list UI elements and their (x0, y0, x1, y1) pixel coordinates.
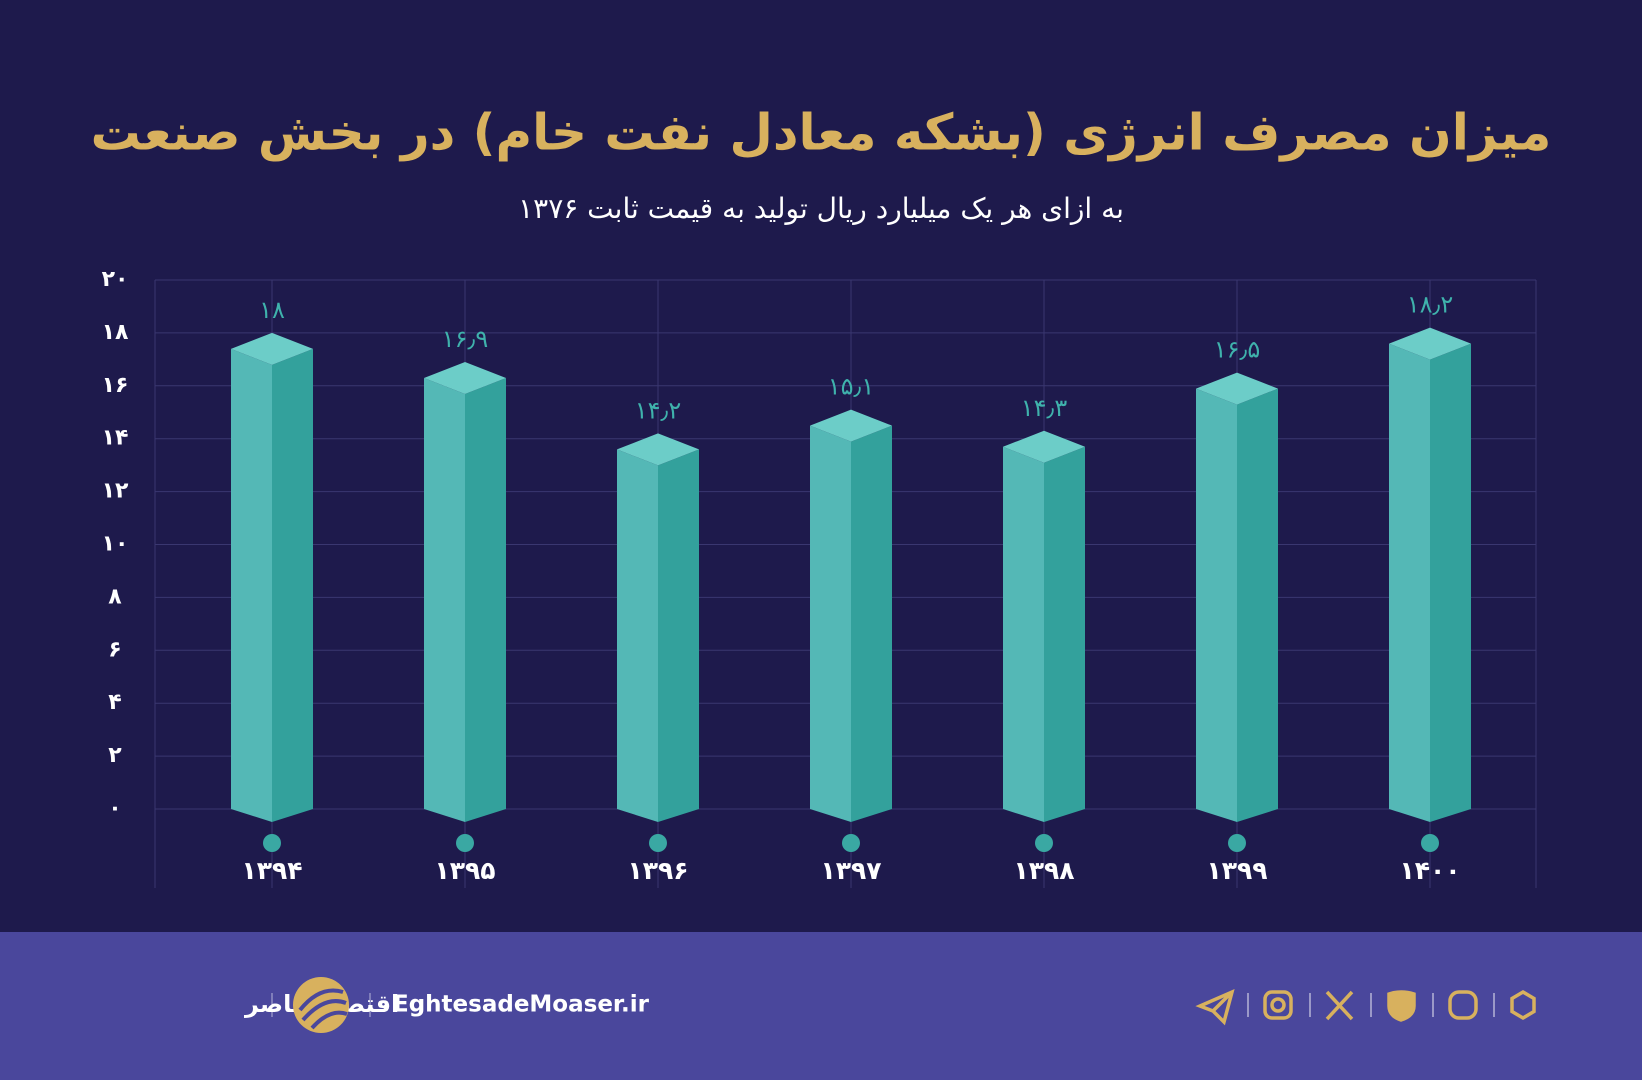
bar-top-face (231, 332, 313, 365)
bar (810, 409, 892, 822)
bar-right-face (1237, 388, 1278, 822)
bar-top-face (1003, 430, 1085, 463)
x-tick-label: ۱۳۹۸ (1013, 856, 1074, 885)
logo-mark (298, 988, 348, 1030)
y-tick-label: ۱۰ (102, 532, 129, 557)
chart-title: میزان مصرف انرژی (بشکه معادل نفت خام) در… (91, 104, 1552, 163)
value-label: ۱۴٫۳ (1021, 394, 1068, 422)
value-label: ۱۴٫۲ (635, 396, 681, 424)
bar (424, 361, 506, 822)
chart-subtitle: به ازای هر یک میلیارد ریال تولید به قیمت… (518, 192, 1124, 225)
category-dot (456, 834, 474, 852)
bar-right-face (1044, 446, 1085, 822)
y-tick-label: ۱۸ (102, 320, 129, 345)
telegram-icon[interactable] (1195, 988, 1235, 1026)
bar-top-face (1389, 327, 1471, 360)
bar-right-face (465, 377, 506, 822)
x-tick-label: ۱۳۹۶ (627, 856, 688, 885)
x-tick-label: ۱۳۹۵ (434, 856, 495, 885)
category-dot (1228, 834, 1246, 852)
y-tick-label: ۱۶ (102, 373, 129, 398)
footer-website[interactable]: EghtesadeMoaser.ir (393, 992, 650, 1018)
bar-top-face (810, 409, 892, 442)
bar-top-face (1196, 372, 1278, 405)
bar-left-face (231, 348, 272, 822)
bar-right-face (1430, 343, 1471, 822)
bar (1003, 430, 1085, 822)
bar-top-face (617, 433, 699, 466)
footer (0, 932, 1642, 1080)
bar-right-face (272, 348, 313, 822)
y-tick-label: ۰ (108, 796, 121, 821)
bar-top-face (424, 361, 506, 394)
y-tick-label: ۱۴ (102, 426, 129, 451)
x-tick-label: ۱۳۹۹ (1206, 856, 1267, 885)
bar (1389, 327, 1471, 822)
bar (1196, 372, 1278, 822)
y-tick-label: ۱۲ (102, 479, 129, 504)
instagram-icon[interactable] (1263, 990, 1293, 1020)
bar-left-face (1389, 343, 1430, 822)
bar-left-face (810, 425, 851, 822)
category-dot (842, 834, 860, 852)
value-label: ۱۸٫۲ (1407, 291, 1453, 319)
social-icons (1195, 988, 1536, 1026)
x-tick-label: ۱۳۹۴ (241, 856, 302, 885)
x-tick-label: ۱۳۹۷ (820, 856, 881, 885)
bar-left-face (424, 377, 465, 822)
bar-right-face (851, 425, 892, 822)
value-label: ۱۶٫۵ (1214, 336, 1260, 364)
bar-left-face (1196, 388, 1237, 822)
value-label: ۱۶٫۹ (442, 325, 488, 353)
y-tick-label: ۴ (108, 690, 121, 715)
category-dot (1035, 834, 1053, 852)
x-icon[interactable] (1325, 990, 1354, 1021)
value-label: ۱۵٫۱ (828, 373, 874, 401)
y-tick-label: ۸ (108, 584, 122, 609)
category-dot (263, 834, 281, 852)
bar-left-face (1003, 446, 1044, 822)
y-tick-label: ۲۰ (102, 267, 129, 292)
instagram-lens (1270, 997, 1286, 1013)
rubika-icon[interactable] (1510, 989, 1536, 1021)
eitaa-icon[interactable] (1448, 990, 1478, 1020)
value-label: ۱۸ (259, 296, 285, 324)
plot-area: ۰ ۲ ۴ ۶ ۸ ۱۰ ۱۲ ۱۴ ۱۶ ۱۸ ۲۰ ۱۸ ۱۳۹۴ ۱۶٫۹ ۱۳۹۵ ۱۴٫۲ ۱۳۹۶ ۱… (102, 267, 1537, 888)
category-dot (1421, 834, 1439, 852)
y-tick-label: ۲ (108, 743, 122, 768)
logo (293, 977, 349, 1033)
x-tick-label: ۱۴۰۰ (1399, 856, 1460, 885)
y-tick-label: ۶ (108, 637, 121, 662)
shield-icon[interactable] (1387, 990, 1416, 1022)
category-dot (649, 834, 667, 852)
bar (617, 433, 699, 822)
bar (231, 332, 313, 822)
bar-left-face (617, 449, 658, 822)
bar-right-face (658, 449, 699, 822)
